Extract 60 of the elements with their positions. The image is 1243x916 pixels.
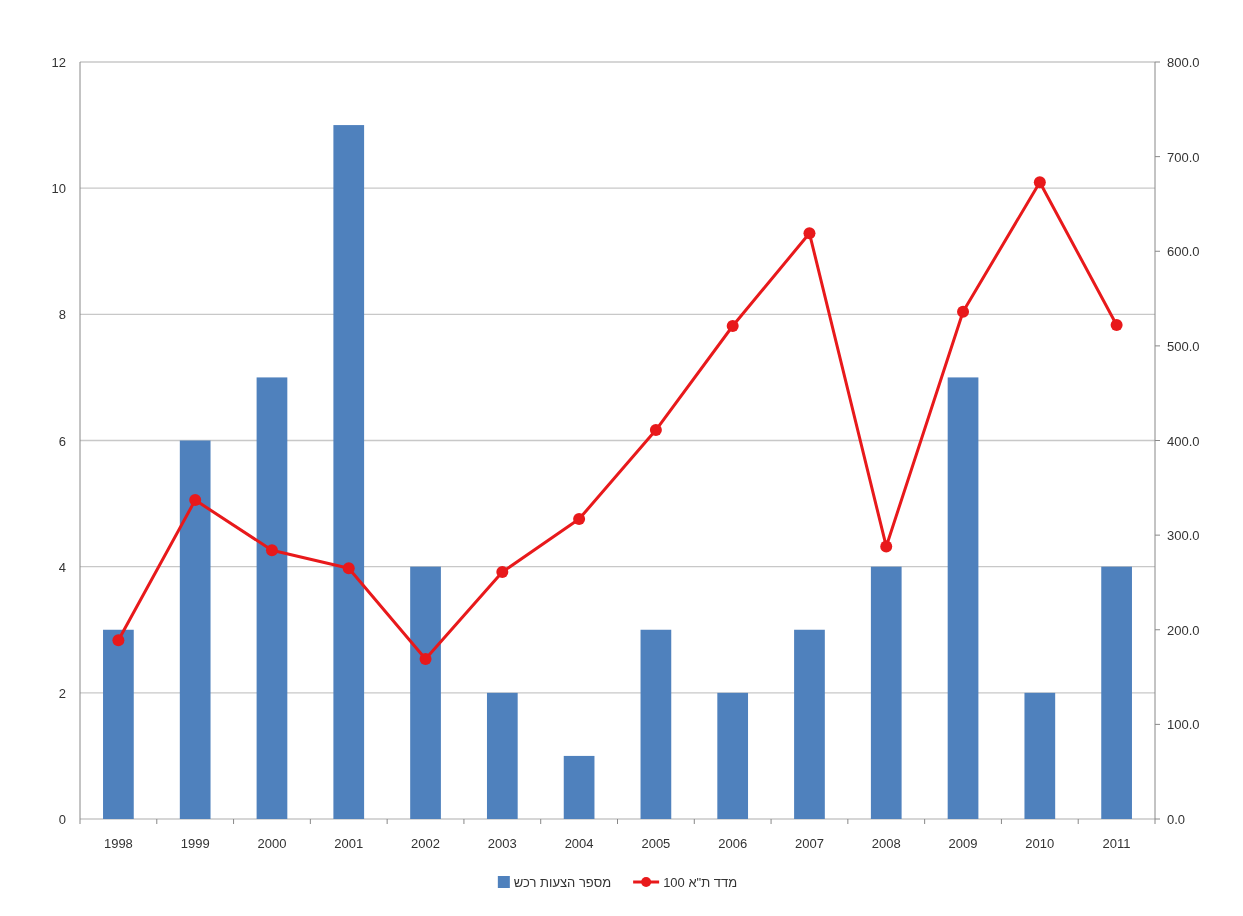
y2-tick-label: 100.0 <box>1167 717 1200 733</box>
bar <box>717 692 749 819</box>
legend-label: מספר הצעות רכש <box>513 875 612 890</box>
bar <box>256 377 288 819</box>
point <box>649 424 662 437</box>
point <box>573 513 586 526</box>
point <box>957 305 970 318</box>
y-tick-label: 8 <box>58 307 66 323</box>
y-tick-label: 6 <box>58 433 66 449</box>
point <box>880 540 893 553</box>
point <box>496 566 509 579</box>
point <box>803 227 816 240</box>
x-tick-label: 1998 <box>103 836 133 851</box>
y2-tick-label: 0.0 <box>1167 812 1186 827</box>
x-tick-label: 2007 <box>795 836 824 851</box>
point <box>419 653 432 666</box>
point <box>342 562 355 575</box>
bar <box>486 692 518 819</box>
y2-tick-label: 300.0 <box>1167 528 1200 544</box>
y2-tick-label: 400.0 <box>1167 433 1200 449</box>
point <box>1033 176 1046 189</box>
x-tick-label: 2003 <box>487 836 517 851</box>
bar <box>640 629 672 819</box>
x-tick-label: 2011 <box>1102 836 1131 851</box>
bar <box>410 566 441 819</box>
legend-label: מדד ת"א 100 <box>663 875 738 890</box>
x-tick-label: 2001 <box>334 836 364 851</box>
y-tick-label: 12 <box>51 55 66 70</box>
bar <box>794 629 825 819</box>
bar <box>333 125 365 819</box>
y2-tick-label: 600.0 <box>1167 244 1200 260</box>
y-tick-label: 4 <box>58 559 66 575</box>
point <box>112 634 125 647</box>
bar <box>870 566 902 819</box>
y-tick-label: 10 <box>51 181 66 197</box>
x-tick-label: 2009 <box>948 836 978 851</box>
y-tick-label: 0 <box>58 812 66 827</box>
point <box>265 544 278 557</box>
y2-tick-label: 700.0 <box>1167 149 1200 165</box>
x-tick-label: 2006 <box>718 836 748 851</box>
point <box>1110 319 1123 332</box>
y2-tick-label: 800.0 <box>1167 55 1200 70</box>
x-tick-label: 2004 <box>564 836 594 851</box>
point <box>189 494 202 507</box>
bar <box>1024 692 1056 819</box>
bar <box>563 755 595 819</box>
x-tick-label: 2000 <box>257 836 287 851</box>
bar <box>947 377 979 819</box>
point <box>726 320 739 332</box>
bar <box>1101 566 1132 819</box>
y2-tick-label: 200.0 <box>1167 622 1200 638</box>
bar <box>103 629 134 819</box>
x-tick-label: 1999 <box>180 836 210 851</box>
x-tick-label: 2005 <box>641 836 671 851</box>
x-tick-label: 2002 <box>411 836 440 851</box>
y-tick-label: 2 <box>58 685 66 701</box>
bar <box>179 440 211 819</box>
y2-tick-label: 500.0 <box>1167 338 1200 354</box>
x-tick-label: 2010 <box>1025 836 1055 851</box>
x-tick-label: 2008 <box>871 836 901 851</box>
